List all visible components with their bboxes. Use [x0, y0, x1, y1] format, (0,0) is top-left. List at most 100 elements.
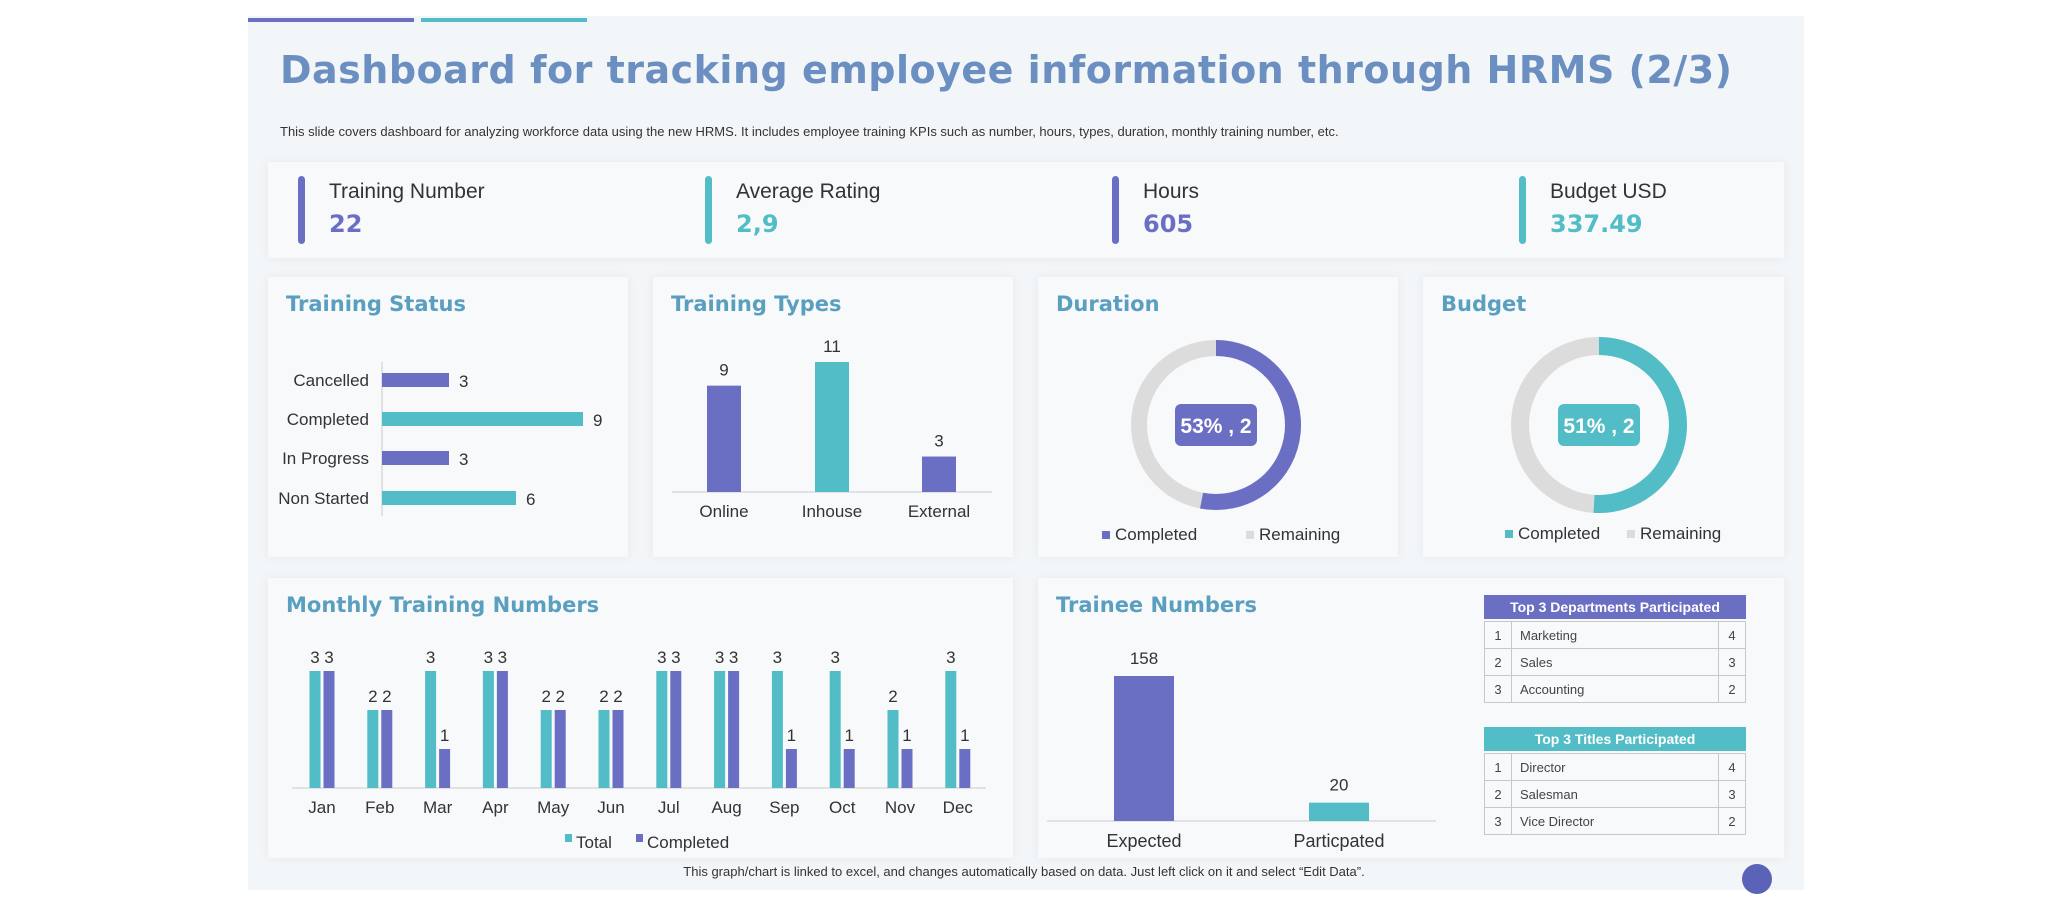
legend-label: Completed [647, 833, 729, 852]
training-status-title: Training Status [286, 292, 467, 316]
titles-table-title: Top 3 Titles Participated [1484, 727, 1746, 751]
legend-label: Remaining [1259, 525, 1340, 544]
category-label: Mar [423, 798, 453, 817]
bar [382, 373, 449, 387]
duration-title: Duration [1056, 292, 1160, 316]
legend-swatch [636, 834, 643, 842]
legend-label: Remaining [1640, 524, 1721, 543]
center-label: 51% , 2 [1563, 415, 1634, 438]
data-label: 1 [960, 726, 969, 745]
name-cell: Marketing [1511, 621, 1719, 649]
top-accent-bar-right [421, 18, 587, 22]
bar [439, 749, 451, 788]
category-label: Particpated [1293, 831, 1384, 851]
bar [554, 710, 566, 788]
bar [367, 710, 379, 788]
kpi-panel [268, 162, 1784, 258]
page-indicator-dot [1742, 864, 1772, 894]
data-label: 2 [888, 687, 897, 706]
category-label: Completed [287, 410, 369, 429]
bar [959, 749, 971, 788]
category-label: Non Started [278, 489, 369, 508]
bar [771, 671, 783, 788]
count-cell: 2 [1718, 675, 1746, 703]
bar [656, 671, 668, 788]
category-label: Jan [308, 798, 335, 817]
kpi-label: Budget USD [1550, 180, 1667, 203]
category-label: In Progress [282, 449, 369, 468]
bar [496, 671, 508, 788]
page-subtitle: This slide covers dashboard for analyzin… [280, 124, 1339, 139]
bar [945, 671, 957, 788]
data-label: 3 [729, 648, 738, 667]
bar [1309, 802, 1369, 821]
legend-label: Completed [1518, 524, 1600, 543]
rank-cell: 2 [1484, 648, 1512, 676]
category-label: May [537, 798, 570, 817]
training-types-title: Training Types [671, 292, 842, 316]
data-label: 3 [426, 648, 435, 667]
data-label: 20 [1330, 776, 1349, 795]
data-label: 11 [823, 337, 841, 356]
name-cell: Salesman [1511, 780, 1719, 808]
category-label: Cancelled [293, 371, 369, 390]
kpi-accent-bar [1112, 176, 1119, 244]
data-label: 1 [440, 726, 449, 745]
bar [540, 710, 552, 788]
center-label-box [1175, 404, 1257, 446]
bar [382, 491, 516, 505]
data-label: 3 [946, 648, 955, 667]
donut-completed [1200, 340, 1301, 510]
legend-swatch [1627, 530, 1635, 538]
bar [843, 749, 855, 788]
count-cell: 3 [1718, 648, 1746, 676]
category-label: Nov [885, 798, 916, 817]
rank-cell: 2 [1484, 780, 1512, 808]
category-label: Sep [769, 798, 799, 817]
bar [1114, 676, 1174, 821]
bar [901, 749, 913, 788]
kpi-value: 22 [329, 210, 363, 238]
data-label: 3 [657, 648, 666, 667]
name-cell: Director [1511, 753, 1719, 781]
legend-label: Total [576, 833, 612, 852]
footer-note: This graph/chart is linked to excel, and… [683, 864, 1365, 879]
legend-swatch [1246, 531, 1254, 539]
category-label: Online [699, 502, 748, 521]
bar [612, 710, 624, 788]
bar [382, 451, 449, 465]
data-label: 1 [787, 726, 796, 745]
data-label: 1 [844, 726, 853, 745]
data-label: 2 [541, 687, 550, 706]
category-label: Inhouse [802, 502, 863, 521]
departments-table-title: Top 3 Departments Participated [1484, 595, 1746, 619]
data-label: 2 [555, 687, 564, 706]
bar [785, 749, 797, 788]
data-label: 1 [902, 726, 911, 745]
data-label: 3 [934, 432, 943, 451]
bar [707, 385, 741, 492]
data-label: 2 [599, 687, 608, 706]
name-cell: Sales [1511, 648, 1719, 676]
legend-label: Completed [1115, 525, 1197, 544]
trainee-title: Trainee Numbers [1056, 593, 1258, 617]
bar [815, 362, 849, 492]
kpi-accent-bar [705, 176, 712, 244]
category-label: Expected [1106, 831, 1181, 851]
legend-swatch [1505, 530, 1513, 538]
center-label-box [1558, 404, 1640, 446]
category-label: Dec [943, 798, 974, 817]
bar [425, 671, 437, 788]
departments-table: 1 Marketing 4 2 Sales 3 3 Accounting 2 [1484, 621, 1746, 703]
data-label: 3 [671, 648, 680, 667]
data-label: 3 [459, 450, 468, 469]
bar [598, 710, 610, 788]
data-label: 2 [382, 687, 391, 706]
kpi-value: 605 [1143, 210, 1194, 238]
bar [382, 412, 583, 426]
bar [381, 710, 393, 788]
bar [829, 671, 841, 788]
data-label: 158 [1130, 649, 1158, 668]
titles-table: 1 Director 4 2 Salesman 3 3 Vice Director 2 [1484, 753, 1746, 835]
data-label: 3 [459, 372, 468, 391]
